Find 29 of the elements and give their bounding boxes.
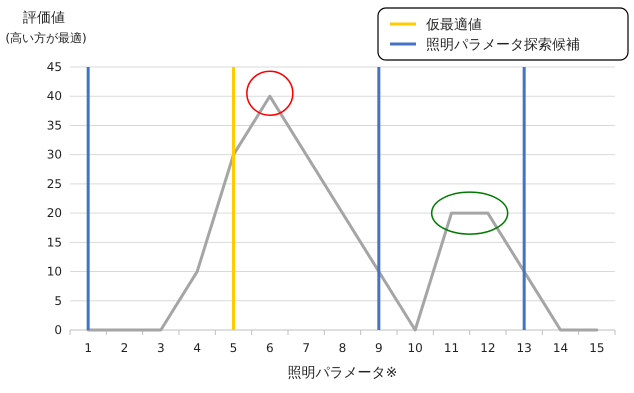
x-tick-label: 14 <box>552 341 568 355</box>
x-tick-label: 11 <box>444 341 460 355</box>
y-tick-label: 30 <box>46 148 62 162</box>
x-tick-label: 10 <box>408 341 423 355</box>
y-tick-label: 15 <box>46 235 62 250</box>
x-tick-label: 9 <box>375 341 383 355</box>
x-tick-label: 6 <box>266 341 274 355</box>
x-tick-label: 15 <box>589 341 604 355</box>
x-axis-title: 照明パラメータ※ <box>288 365 398 381</box>
x-tick-label: 2 <box>120 341 128 355</box>
x-tick-label: 12 <box>480 341 496 355</box>
y-axis-title: 評価値 (高い方が最適) <box>5 10 87 45</box>
y-tick-label: 35 <box>46 118 62 132</box>
x-tick-label: 7 <box>302 341 310 355</box>
y-tick-label: 45 <box>46 60 62 74</box>
legend-label: 仮最適値 <box>425 17 482 33</box>
x-tick-label: 13 <box>516 341 532 355</box>
y-tick-label: 25 <box>46 176 62 191</box>
y-tick-label: 20 <box>46 206 62 220</box>
x-tick-label: 4 <box>193 341 201 355</box>
y-tick-label: 40 <box>46 89 62 104</box>
y-tick-label: 0 <box>54 323 62 337</box>
legend-label: 照明パラメータ探索候補 <box>426 37 580 53</box>
x-tick-label: 3 <box>157 341 165 355</box>
x-tick-label: 1 <box>84 341 92 355</box>
x-tick-label: 8 <box>338 341 346 355</box>
y-tick-label: 10 <box>46 264 62 279</box>
x-tick-label: 5 <box>230 341 238 355</box>
y-tick-label: 5 <box>54 294 62 308</box>
